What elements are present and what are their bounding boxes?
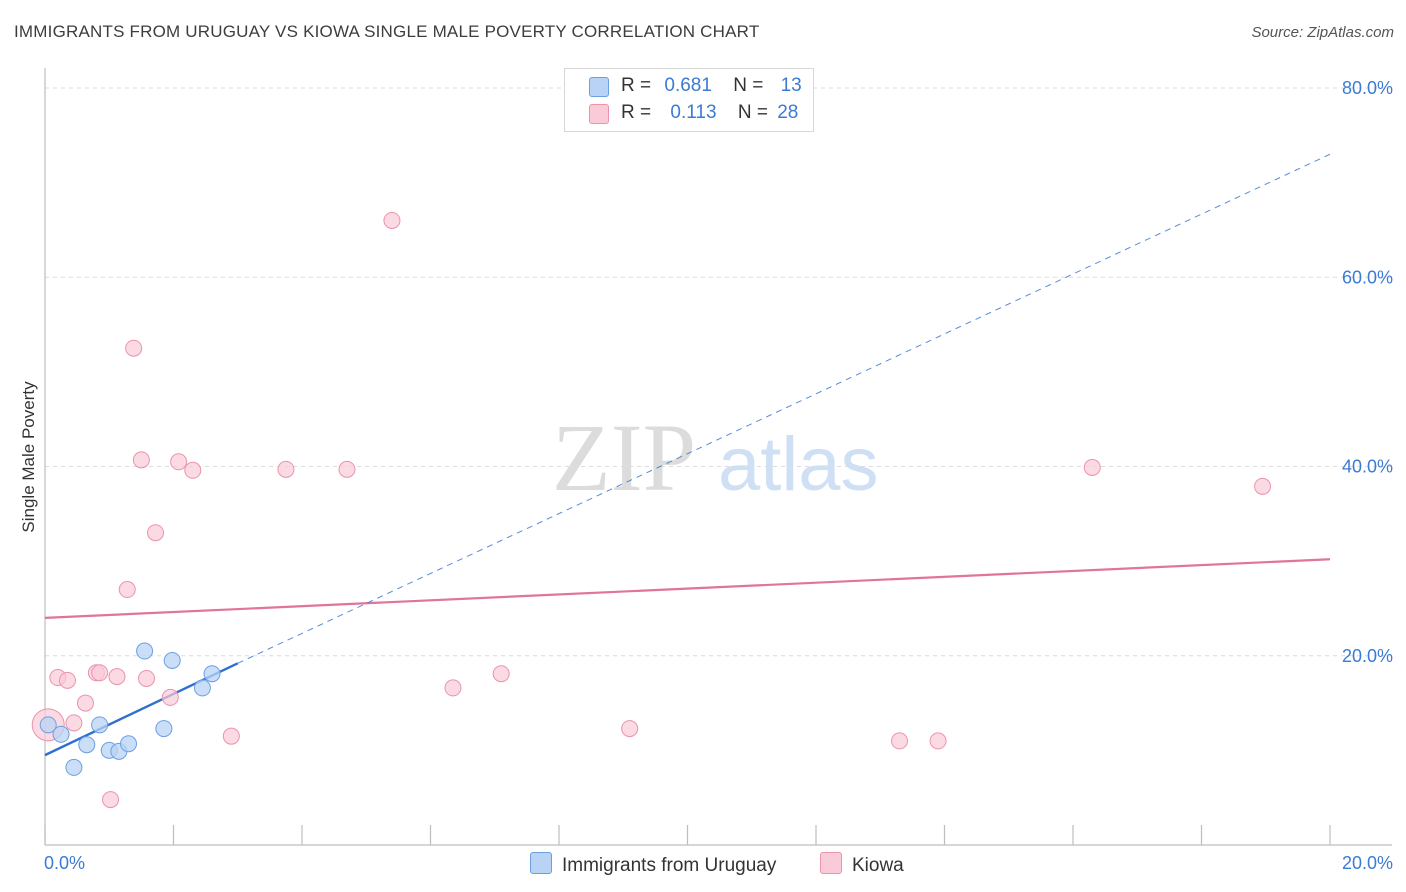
legend-n-value-uruguay: 13 <box>780 75 802 96</box>
bottom-legend-uruguay: Immigrants from Uruguay <box>530 852 776 877</box>
point-uruguay <box>91 716 109 734</box>
y-tick-label: 40.0% <box>1342 457 1393 477</box>
point-uruguay <box>193 679 211 697</box>
point-kiowa <box>1254 477 1272 495</box>
watermark: ZIP atlas <box>552 404 879 511</box>
point-kiowa <box>125 339 143 357</box>
point-kiowa <box>891 732 909 750</box>
data-points <box>31 211 1272 809</box>
point-kiowa <box>76 694 94 712</box>
point-kiowa <box>492 665 510 683</box>
point-uruguay <box>52 725 70 743</box>
bottom-legend-label-kiowa: Kiowa <box>852 855 904 876</box>
point-kiowa <box>170 453 188 471</box>
point-kiowa <box>58 671 76 689</box>
point-kiowa <box>444 679 462 697</box>
point-uruguay <box>120 735 138 753</box>
point-uruguay <box>65 758 83 776</box>
point-kiowa <box>108 668 126 686</box>
y-tick-label: 60.0% <box>1342 267 1393 287</box>
x-tick-label-max: 20.0% <box>1342 853 1393 873</box>
legend-r-label: R = <box>621 102 652 123</box>
axes <box>44 68 1392 846</box>
point-kiowa <box>118 581 136 599</box>
grid-lines <box>45 87 1392 657</box>
point-kiowa <box>1083 458 1101 476</box>
x-tick-label-min: 0.0% <box>44 853 85 873</box>
source-credit: Source: ZipAtlas.com <box>1251 24 1394 41</box>
bottom-legend-kiowa: Kiowa <box>820 852 904 877</box>
bottom-legend-label-uruguay: Immigrants from Uruguay <box>562 855 777 876</box>
trend-line-kiowa <box>44 558 1331 619</box>
y-tick-label: 20.0% <box>1342 646 1393 666</box>
point-kiowa <box>65 714 83 732</box>
axis-labels: 20.0% 40.0% 60.0% 80.0% 0.0% 20.0% Single Male… <box>19 78 1393 873</box>
legend-r-value-kiowa: 0.113 <box>670 102 717 123</box>
bottom-legend-swatch-uruguay <box>530 852 552 874</box>
correlation-legend: R = 0.681 N = 13 R = 0.113 N = 28 <box>564 68 814 132</box>
point-uruguay <box>163 651 181 669</box>
point-uruguay <box>78 736 96 754</box>
bottom-legend-swatch-kiowa <box>820 852 842 874</box>
point-uruguay <box>136 642 154 660</box>
point-kiowa <box>138 669 156 687</box>
trend-line-uruguay-extended <box>237 153 1331 664</box>
point-kiowa <box>91 664 109 682</box>
point-uruguay <box>203 665 221 683</box>
point-kiowa <box>132 451 150 469</box>
legend-n-label: N = <box>737 102 768 123</box>
y-axis-title: Single Male Poverty <box>19 381 38 533</box>
point-kiowa <box>147 524 165 542</box>
watermark-zip: ZIP <box>552 404 696 511</box>
point-uruguay <box>39 716 57 734</box>
y-tick-label: 80.0% <box>1342 78 1393 98</box>
point-kiowa <box>929 732 947 750</box>
point-kiowa <box>383 211 401 229</box>
point-kiowa <box>621 720 639 738</box>
point-kiowa <box>102 791 120 809</box>
point-kiowa <box>277 460 295 478</box>
chart-title: IMMIGRANTS FROM URUGUAY VS KIOWA SINGLE … <box>14 22 760 41</box>
point-kiowa <box>222 727 240 745</box>
point-kiowa <box>338 460 356 478</box>
point-uruguay <box>155 720 173 738</box>
legend-n-label: N = <box>733 75 764 96</box>
legend-swatch-kiowa <box>589 104 609 124</box>
legend-swatch-uruguay <box>589 77 609 97</box>
point-kiowa <box>184 461 202 479</box>
legend-n-value-kiowa: 28 <box>777 102 799 123</box>
point-kiowa <box>161 688 179 706</box>
legend-r-label: R = <box>621 75 652 96</box>
legend-r-value-uruguay: 0.681 <box>664 75 712 96</box>
watermark-atlas: atlas <box>718 422 879 507</box>
